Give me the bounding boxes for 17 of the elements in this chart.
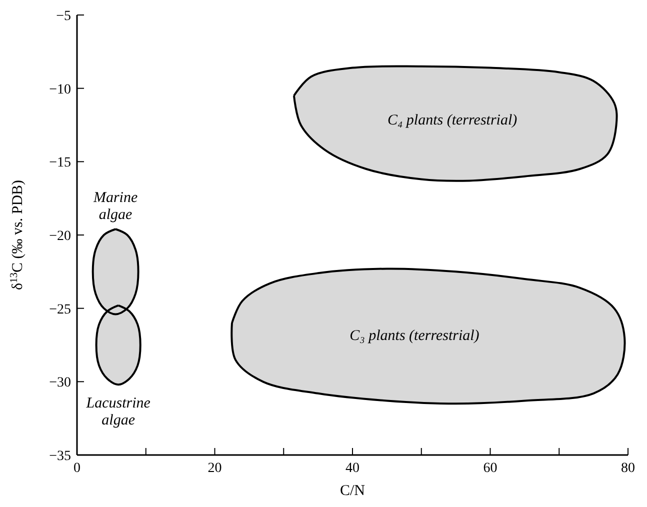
y-tick-label: −10: [49, 82, 71, 98]
series-label: C₃ plants (terrestrial): [350, 328, 480, 344]
y-tick-label: −25: [49, 302, 71, 318]
series-label: Lacustrine algae: [85, 396, 151, 429]
x-tick-label: 40: [346, 461, 360, 476]
x-axis-title: C/N: [340, 483, 366, 499]
series-label: C₄ plants (terrestrial): [387, 112, 518, 129]
y-tick-label: −35: [49, 449, 71, 464]
x-tick-label: 20: [208, 461, 222, 476]
y-tick-label: −20: [49, 229, 71, 244]
y-tick-label: −30: [49, 376, 71, 391]
y-tick-label: −15: [49, 156, 71, 171]
y-tick-label: −5: [56, 9, 71, 24]
x-tick-label: 60: [483, 461, 498, 476]
series-label: Marine algae: [92, 190, 138, 224]
x-tick-label: 80: [621, 461, 635, 476]
x-tick-label: 0: [74, 461, 80, 476]
